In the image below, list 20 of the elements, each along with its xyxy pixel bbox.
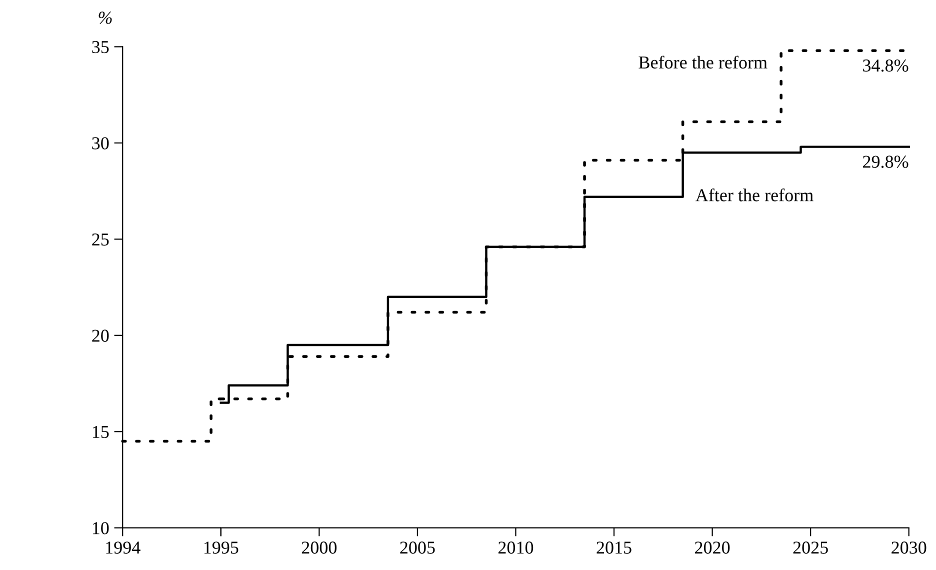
x-tick-label: 2030 [892, 542, 926, 554]
x-tick-label: 2010 [498, 542, 534, 554]
y-tick-label: 15 [92, 426, 109, 438]
y-axis-title: % [98, 12, 112, 24]
x-tick-label: 2020 [695, 542, 730, 554]
x-tick-label: 1995 [204, 542, 238, 554]
annotation: 34.8% [863, 59, 908, 72]
x-tick-label: 2000 [302, 542, 337, 554]
x-tick-label: 2025 [793, 542, 828, 554]
y-tick-label: 25 [92, 233, 109, 246]
x-tick-label: 2005 [400, 542, 435, 554]
y-tick-label: 20 [92, 330, 109, 342]
annotation: 29.8% [863, 156, 908, 168]
y-tick-label: 30 [92, 137, 109, 150]
y-tick-label: 35 [92, 41, 109, 54]
series-label: After the reform [696, 188, 814, 202]
y-tick-label: 10 [92, 522, 109, 534]
x-tick-label: 2015 [596, 542, 632, 554]
x-tick-label: 1994 [106, 542, 140, 554]
series-label: Before the reform [638, 56, 768, 69]
